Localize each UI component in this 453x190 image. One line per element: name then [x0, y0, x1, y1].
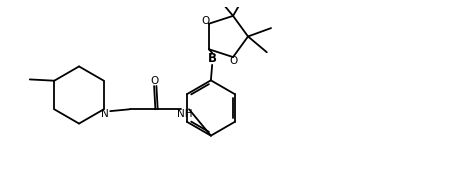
Text: NH: NH	[177, 109, 193, 119]
Text: B: B	[207, 52, 217, 65]
Text: N: N	[101, 109, 109, 119]
Text: O: O	[229, 56, 237, 66]
Text: O: O	[201, 17, 209, 26]
Text: O: O	[150, 76, 158, 86]
